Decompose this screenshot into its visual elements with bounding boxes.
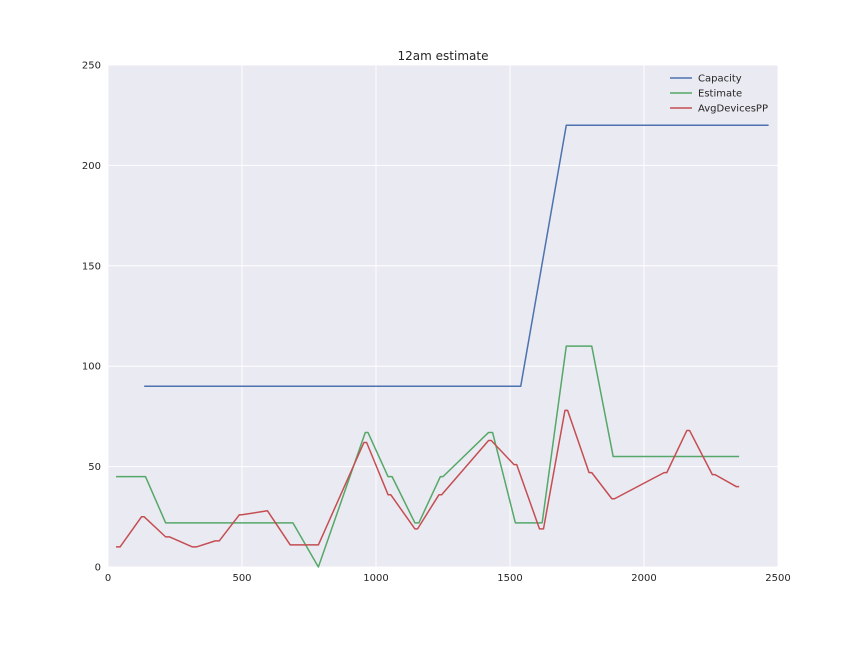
- x-tick-label: 2500: [765, 573, 790, 584]
- y-axis-ticks: 0 50 100 150 200 250: [82, 61, 101, 574]
- y-tick-label: 250: [82, 61, 101, 72]
- legend-label-capacity: Capacity: [698, 74, 742, 85]
- x-tick-label: 500: [232, 573, 251, 584]
- x-tick-label: 0: [105, 573, 111, 584]
- series-line-estimate: [116, 345, 740, 568]
- y-tick-label: 100: [82, 362, 101, 373]
- y-tick-label: 200: [82, 161, 101, 172]
- x-axis-ticks: 0 500 1000 1500 2000 2500: [105, 573, 791, 584]
- plot-area: [108, 65, 778, 567]
- legend: Capacity Estimate AvgDevicesPP: [670, 74, 768, 115]
- legend-label-estimate: Estimate: [698, 89, 742, 100]
- x-tick-label: 2000: [631, 573, 656, 584]
- grid: [107, 64, 779, 568]
- y-tick-label: 150: [82, 261, 101, 272]
- x-tick-label: 1500: [497, 573, 522, 584]
- chart-title: 12am estimate: [398, 49, 489, 63]
- y-tick-label: 0: [95, 563, 101, 574]
- series-line-capacity: [144, 124, 769, 388]
- series-lines: [116, 124, 769, 568]
- y-tick-label: 50: [88, 462, 101, 473]
- legend-label-avgdevicespp: AvgDevicesPP: [698, 104, 768, 115]
- x-tick-label: 1000: [363, 573, 388, 584]
- series-line-avgdevicespp: [116, 409, 740, 548]
